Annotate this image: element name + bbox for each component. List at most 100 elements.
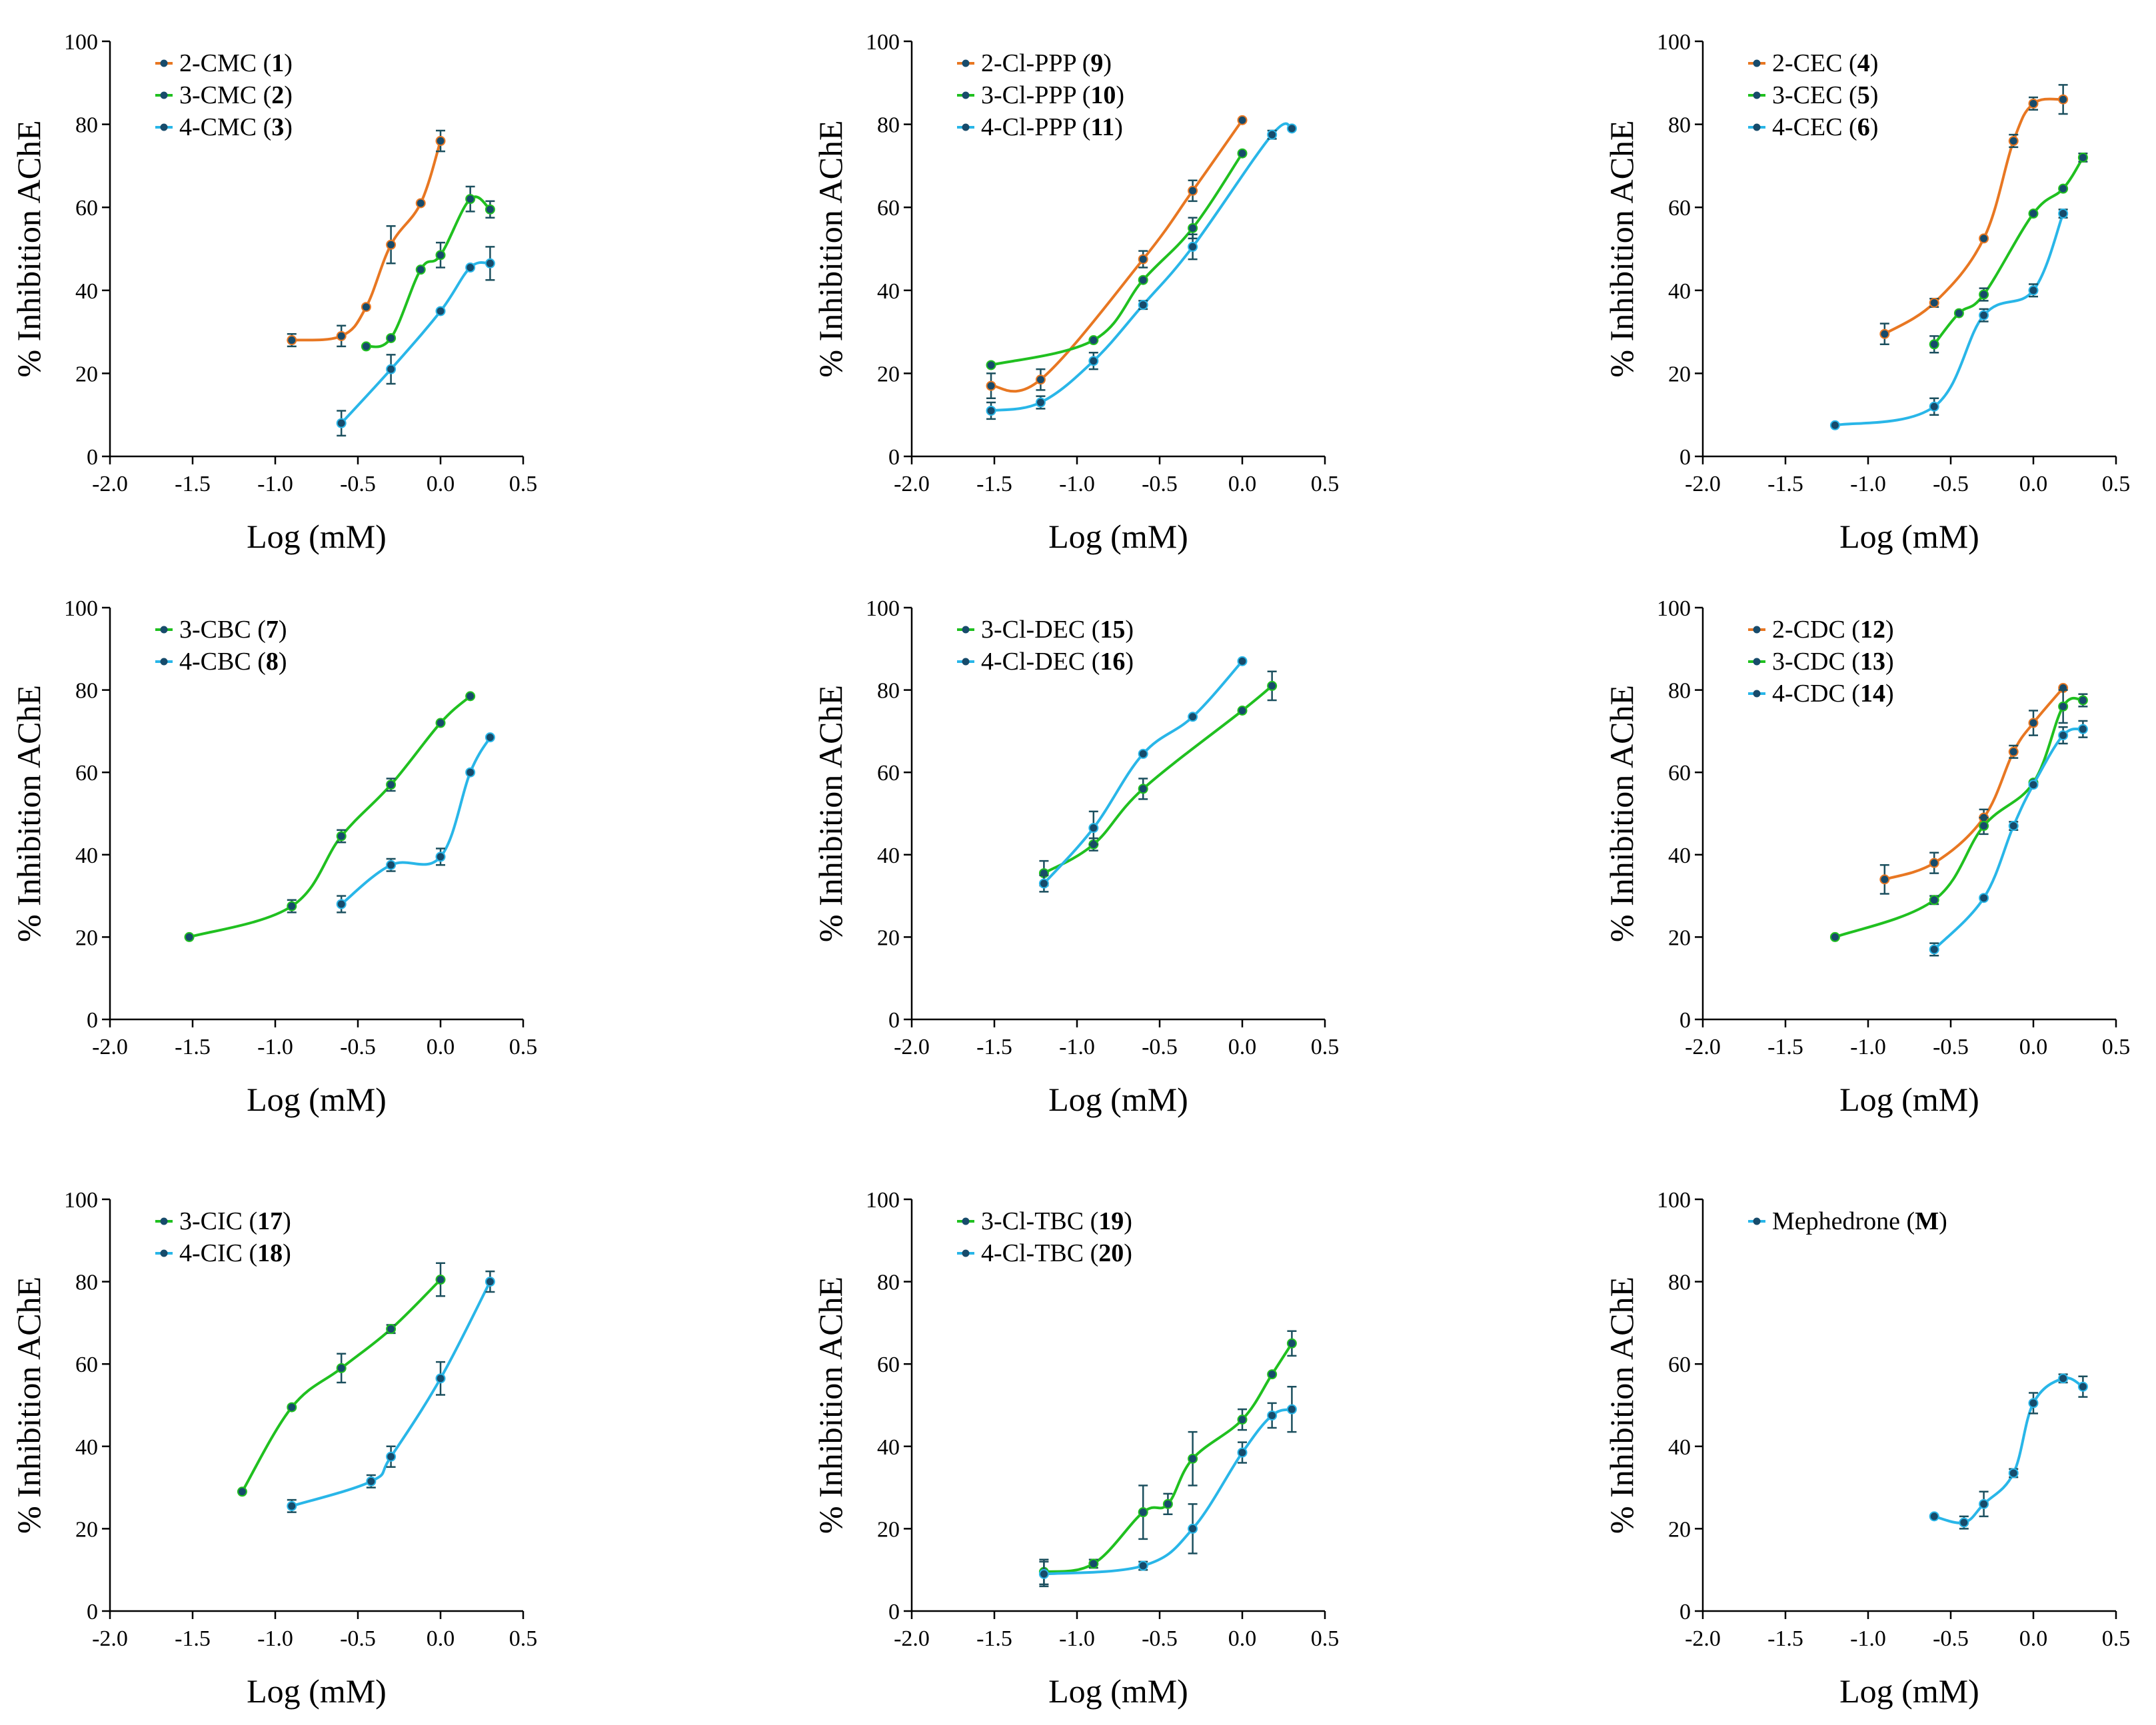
x-tick-label: -2.0 bbox=[1685, 1035, 1721, 1059]
y-tick-label: 40 bbox=[877, 279, 900, 304]
y-tick-label: 80 bbox=[1668, 113, 1691, 138]
x-tick-label: -1.5 bbox=[175, 1626, 211, 1651]
data-point bbox=[386, 332, 397, 343]
data-point bbox=[1929, 1511, 1939, 1522]
x-tick-label: -0.5 bbox=[1142, 1626, 1178, 1651]
legend-entry: 3-CDC (13) bbox=[1748, 648, 1894, 676]
legend-label: 3-Cl-PPP (10) bbox=[981, 81, 1124, 109]
legend-marker bbox=[1753, 91, 1761, 99]
legend-label: 3-CEC (5) bbox=[1772, 81, 1878, 109]
legend-marker bbox=[962, 658, 970, 666]
y-tick-label: 60 bbox=[877, 196, 900, 221]
legend-label: 2-CMC (1) bbox=[179, 49, 293, 77]
data-point bbox=[1267, 129, 1278, 140]
data-point bbox=[1188, 712, 1198, 722]
y-tick-label: 100 bbox=[1657, 30, 1691, 55]
data-point bbox=[1088, 356, 1099, 366]
legend-label: 3-CDC (13) bbox=[1772, 648, 1894, 676]
data-point bbox=[1829, 420, 1840, 430]
data-point bbox=[2008, 136, 2019, 147]
chart-panel-h: 0 20 40 60 80 100 -2.0 -1.5 -1.0 -0.5 0.0 0.5 Log (m… bbox=[812, 1188, 1339, 1710]
legend-marker bbox=[160, 658, 168, 666]
legend-label: 3-Cl-DEC (15) bbox=[981, 616, 1134, 644]
legend-label: 3-Cl-TBC (19) bbox=[981, 1207, 1132, 1235]
y-tick-label: 40 bbox=[1668, 279, 1691, 304]
y-axis-title: % Inhibition AChE bbox=[10, 685, 47, 942]
legend-entry: 3-Cl-PPP (10) bbox=[957, 81, 1124, 109]
y-tick-label: 20 bbox=[877, 925, 900, 950]
legend-marker bbox=[962, 626, 970, 634]
x-tick-label: -2.0 bbox=[92, 472, 128, 496]
data-point bbox=[1162, 1498, 1173, 1509]
y-tick-label: 0 bbox=[87, 1008, 98, 1033]
data-point bbox=[2028, 780, 2039, 790]
data-point bbox=[1286, 1404, 1297, 1415]
data-point bbox=[435, 136, 446, 147]
legend-marker bbox=[962, 59, 970, 67]
data-point bbox=[986, 380, 996, 391]
y-axis-title: % Inhibition AChE bbox=[1603, 685, 1640, 942]
data-point bbox=[1829, 931, 1840, 942]
data-point bbox=[2058, 209, 2069, 219]
fit-curve bbox=[1044, 1343, 1294, 1574]
data-point bbox=[1088, 823, 1099, 834]
series-3-CMC bbox=[361, 185, 495, 352]
data-point bbox=[1979, 821, 1989, 832]
legend-marker bbox=[160, 59, 168, 67]
x-tick-label: 0.0 bbox=[1228, 1626, 1257, 1651]
y-tick-label: 100 bbox=[866, 596, 900, 621]
data-point bbox=[1267, 680, 1278, 691]
data-point bbox=[1188, 185, 1198, 196]
data-point bbox=[2058, 183, 2069, 194]
y-tick-label: 20 bbox=[877, 1517, 900, 1542]
y-tick-label: 0 bbox=[888, 445, 900, 470]
data-point bbox=[2077, 152, 2088, 163]
y-tick-label: 100 bbox=[1657, 596, 1691, 621]
x-tick-label: -1.0 bbox=[1059, 1626, 1095, 1651]
x-axis-title: Log (mM) bbox=[1839, 1672, 1979, 1710]
data-point bbox=[1038, 878, 1049, 889]
data-point bbox=[485, 204, 495, 215]
y-axis-title: % Inhibition AChE bbox=[1603, 120, 1640, 377]
legend-entry: 4-CIC (18) bbox=[155, 1239, 291, 1267]
y-axis-title: % Inhibition AChE bbox=[1603, 1277, 1640, 1534]
x-tick-label: -2.0 bbox=[894, 1035, 930, 1059]
data-point bbox=[386, 1451, 397, 1462]
fit-curve bbox=[340, 736, 492, 905]
fit-curve bbox=[990, 119, 1244, 393]
data-point bbox=[2077, 724, 2088, 734]
data-point bbox=[2008, 1468, 2019, 1478]
chart-panel-i: 0 20 40 60 80 100 -2.0 -1.5 -1.0 -0.5 0.0 0.5 Log (m… bbox=[1603, 1188, 2130, 1710]
series-3-Cl-DEC bbox=[1038, 670, 1278, 887]
data-point bbox=[2077, 695, 2088, 706]
data-point bbox=[287, 335, 297, 346]
series-4-Cl-PPP bbox=[986, 122, 1297, 420]
data-point bbox=[1188, 223, 1198, 233]
data-point bbox=[2028, 718, 2039, 728]
y-tick-label: 60 bbox=[1668, 196, 1691, 221]
data-point bbox=[1188, 1453, 1198, 1464]
y-tick-label: 20 bbox=[75, 1517, 98, 1542]
data-point bbox=[361, 341, 371, 352]
x-tick-label: 0.5 bbox=[1311, 472, 1340, 496]
y-tick-label: 40 bbox=[75, 279, 98, 304]
legend-entry: 2-CDC (12) bbox=[1748, 616, 1894, 644]
legend-entry: 3-CMC (2) bbox=[155, 81, 293, 109]
y-tick-label: 80 bbox=[75, 679, 98, 704]
data-point bbox=[1929, 944, 1939, 955]
data-point bbox=[386, 1324, 397, 1335]
data-point bbox=[1979, 289, 1989, 300]
x-tick-label: -1.5 bbox=[976, 1035, 1012, 1059]
x-tick-label: -1.5 bbox=[1767, 472, 1803, 496]
series-3-CEC bbox=[1929, 152, 2088, 354]
y-tick-label: 80 bbox=[1668, 1271, 1691, 1295]
x-axis-title: Log (mM) bbox=[247, 1672, 387, 1710]
y-tick-label: 100 bbox=[64, 1188, 98, 1213]
fit-curve bbox=[1042, 660, 1244, 885]
data-point bbox=[2058, 94, 2069, 105]
data-point bbox=[1188, 1523, 1198, 1534]
series-2-CEC bbox=[1879, 84, 2069, 346]
x-tick-label: -2.0 bbox=[92, 1035, 128, 1059]
x-tick-label: -0.5 bbox=[1142, 472, 1178, 496]
x-tick-label: 0.0 bbox=[2019, 472, 2048, 496]
